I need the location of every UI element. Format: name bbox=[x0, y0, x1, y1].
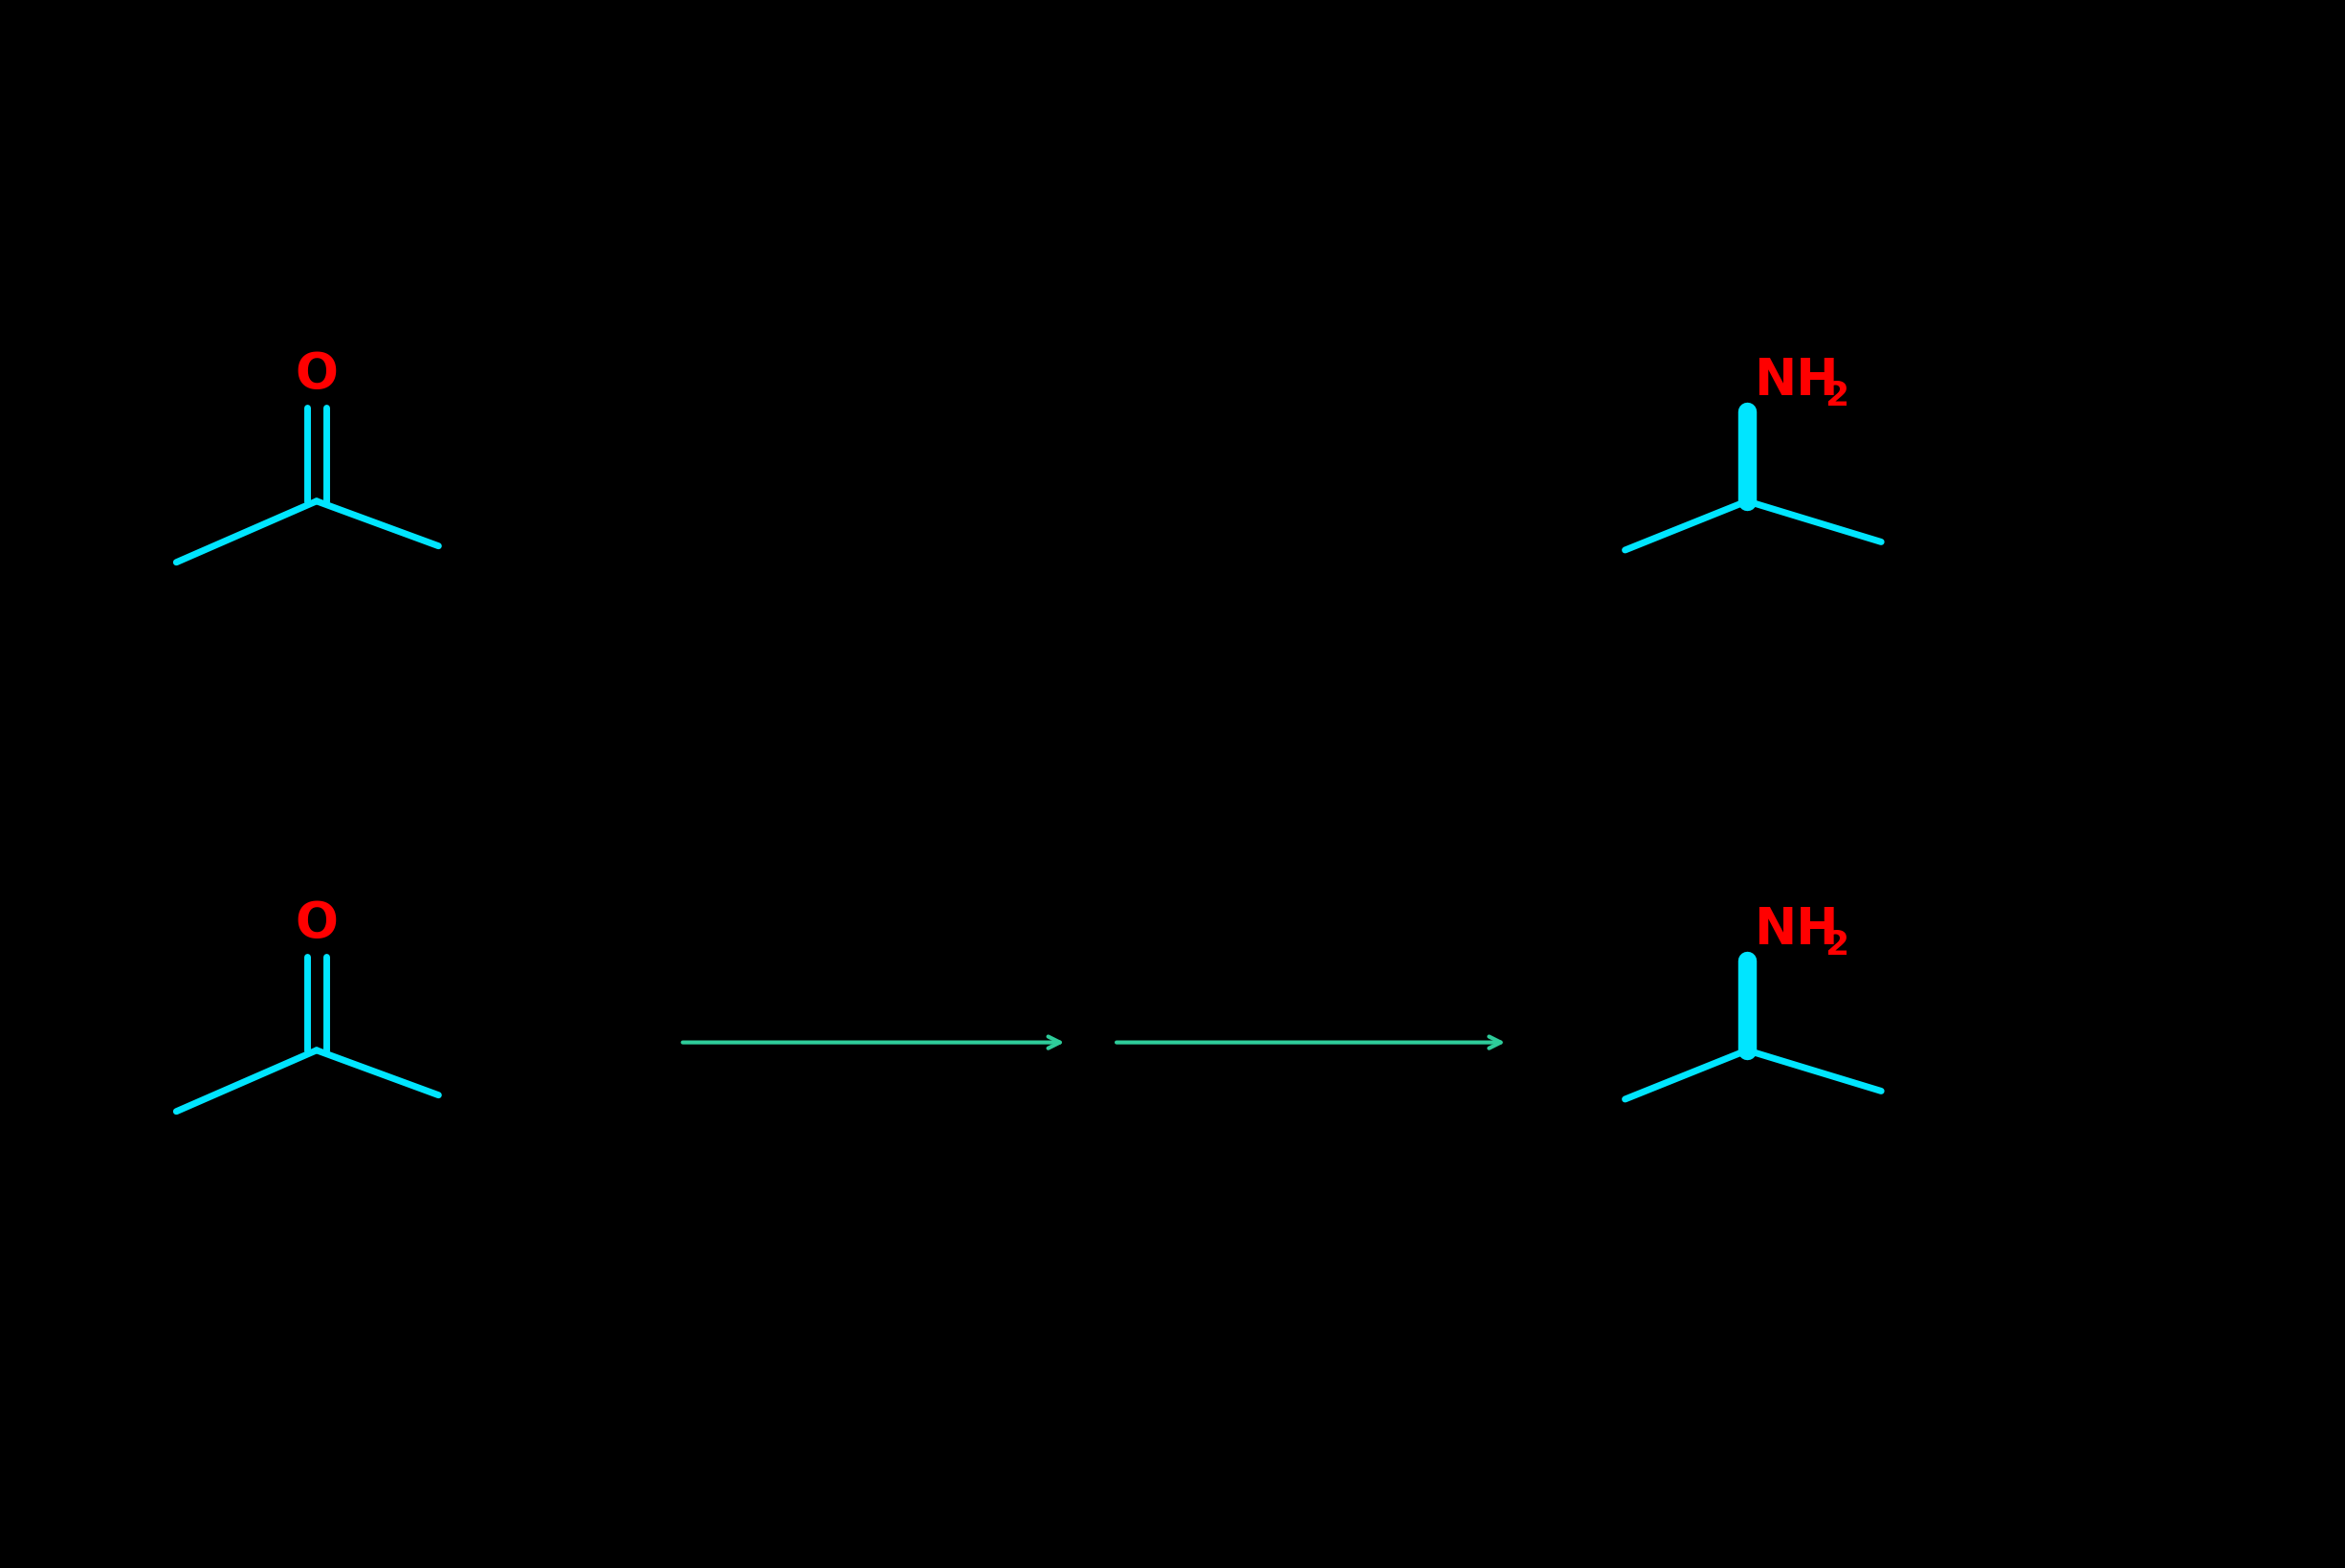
Text: 2: 2 bbox=[1824, 928, 1848, 961]
Text: 2: 2 bbox=[1824, 379, 1848, 412]
Text: O: O bbox=[295, 898, 338, 949]
Text: NH: NH bbox=[1754, 905, 1838, 955]
Text: O: O bbox=[295, 350, 338, 400]
Text: NH: NH bbox=[1754, 356, 1838, 406]
